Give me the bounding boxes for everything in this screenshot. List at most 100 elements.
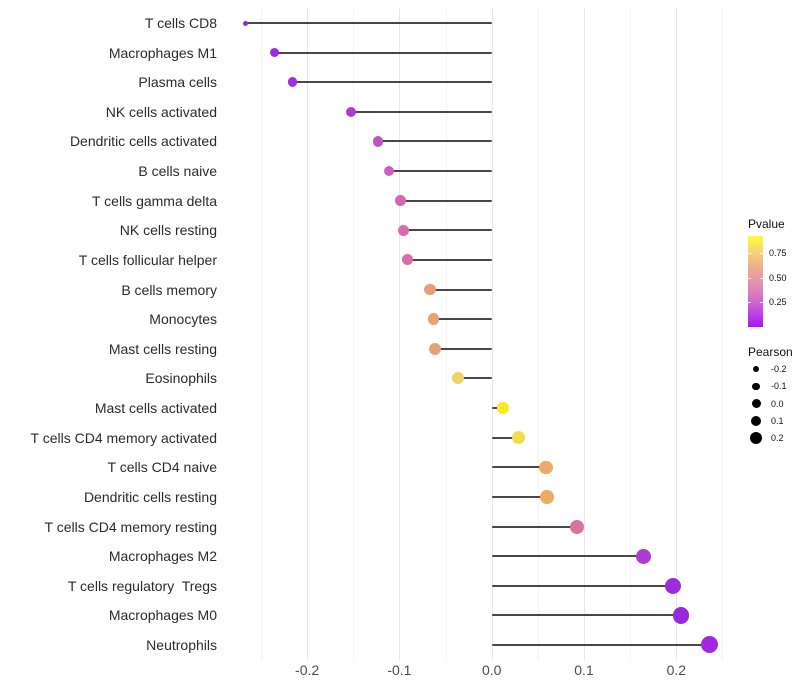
y-axis-label: T cells CD4 memory activated — [30, 429, 217, 446]
lollipop-segment — [491, 436, 519, 439]
gridline-minor — [630, 8, 632, 660]
lollipop-dot — [569, 519, 584, 534]
lollipop-dot — [397, 224, 409, 236]
y-axis-label: Mast cells activated — [94, 400, 217, 417]
pvalue-tick-label: 0.50 — [769, 272, 787, 283]
gridline-minor — [260, 8, 262, 660]
gridline-minor — [722, 8, 724, 660]
lollipop-dot — [451, 372, 464, 385]
lollipop-dot — [242, 20, 248, 26]
lollipop-segment — [433, 318, 492, 321]
gridline-major — [584, 8, 585, 660]
x-axis-tick-label: -0.1 — [387, 662, 412, 678]
lollipop-dot — [664, 577, 681, 594]
lollipop-segment — [351, 110, 492, 113]
lollipop-segment — [292, 81, 492, 84]
y-axis-label: Dendritic cells activated — [69, 133, 217, 150]
lollipop-dot — [372, 136, 384, 147]
pvalue-colorbar-notch — [748, 277, 751, 279]
y-axis-label: T cells gamma delta — [91, 192, 217, 209]
pvalue-tick-label: 0.25 — [769, 297, 787, 308]
x-axis-tick-label: 0.1 — [574, 662, 594, 678]
x-axis-tick-label: 0.0 — [481, 662, 502, 678]
y-axis-label: NK cells resting — [119, 222, 217, 239]
y-axis-label: T cells follicular helper — [78, 251, 217, 268]
pvalue-tick-label: 0.75 — [769, 247, 787, 258]
pvalue-legend-title: Pvalue — [748, 217, 785, 231]
lollipop-segment — [378, 140, 492, 143]
lollipop-segment — [491, 584, 673, 587]
pearson-legend-dot — [750, 415, 762, 426]
lollipop-segment — [491, 495, 548, 498]
lollipop-dot — [672, 607, 690, 624]
pvalue-colorbar — [748, 236, 763, 327]
gridline-minor — [445, 8, 447, 660]
lollipop-segment — [491, 614, 681, 617]
lollipop-segment — [491, 466, 547, 469]
gridline-major — [307, 8, 309, 660]
lollipop-dot — [701, 636, 719, 654]
gridline-major — [399, 8, 401, 660]
y-axis-label: Macrophages M0 — [108, 607, 217, 624]
pvalue-colorbar-notch — [760, 252, 763, 254]
pearson-legend-label: 0.0 — [771, 398, 784, 409]
y-axis-label: T cells CD8 — [144, 15, 217, 31]
y-axis-label: Macrophages M1 — [108, 44, 217, 61]
y-axis-label: T cells CD4 naive — [107, 459, 217, 476]
pearson-legend-title: Pearson — [748, 345, 793, 359]
y-axis-label: Eosinophils — [145, 370, 217, 387]
lollipop-segment — [407, 258, 492, 261]
y-axis-label: Plasma cells — [138, 74, 217, 91]
y-axis-label: Monocytes — [149, 311, 217, 328]
lollipop-dot — [427, 313, 440, 325]
lollipop-dot — [540, 490, 554, 504]
pvalue-colorbar-notch — [760, 302, 763, 304]
lollipop-segment — [429, 288, 492, 291]
y-axis-label: Mast cells resting — [108, 340, 217, 357]
lollipop-dot — [287, 77, 298, 87]
pearson-legend-label: -0.2 — [771, 364, 787, 374]
x-axis-tick-label: -0.2 — [295, 662, 320, 678]
gridline-major — [491, 8, 493, 660]
pvalue-colorbar-notch — [748, 252, 751, 254]
pearson-legend-label: 0.2 — [771, 433, 784, 443]
lollipop-segment — [491, 525, 577, 528]
lollipop-dot — [270, 48, 280, 58]
plot-panel — [222, 8, 732, 660]
pvalue-colorbar-notch — [748, 302, 751, 304]
gridline-major — [676, 8, 678, 660]
gridline-minor — [537, 8, 539, 660]
lollipop-segment — [457, 377, 492, 380]
y-axis-label: T cells CD4 memory resting — [44, 518, 217, 535]
lollipop-segment — [491, 643, 710, 646]
lollipop-dot — [394, 195, 406, 207]
lollipop-dot — [402, 254, 414, 266]
lollipop-segment — [403, 229, 492, 232]
gridline-minor — [353, 8, 355, 660]
lollipop-segment — [435, 347, 492, 350]
lollipop-dot — [511, 431, 525, 445]
lollipop-dot — [383, 165, 395, 177]
pearson-legend-label: -0.1 — [771, 381, 787, 392]
pearson-legend-dot — [750, 432, 762, 444]
x-axis-tick-label: 0.2 — [666, 662, 687, 678]
lollipop-segment — [400, 199, 492, 202]
y-axis-label: Neutrophils — [146, 636, 217, 653]
y-axis-label: NK cells activated — [105, 103, 217, 120]
y-axis-label: B cells memory — [121, 281, 217, 298]
lollipop-dot — [424, 283, 436, 296]
lollipop-segment — [274, 51, 492, 54]
lollipop-dot — [346, 106, 357, 117]
lollipop-segment — [491, 555, 644, 558]
pearson-legend-label: 0.1 — [771, 415, 784, 426]
pearson-legend-dot — [751, 399, 761, 408]
pvalue-colorbar-notch — [760, 277, 763, 279]
y-axis-label: Macrophages M2 — [108, 548, 217, 565]
pearson-legend-dot — [752, 382, 760, 390]
pearson-legend-dot — [753, 366, 759, 372]
lollipop-dot — [539, 460, 553, 475]
lollipop-dot — [429, 342, 442, 355]
lollipop-dot — [636, 548, 652, 564]
y-axis-label: Dendritic cells resting — [83, 488, 217, 505]
